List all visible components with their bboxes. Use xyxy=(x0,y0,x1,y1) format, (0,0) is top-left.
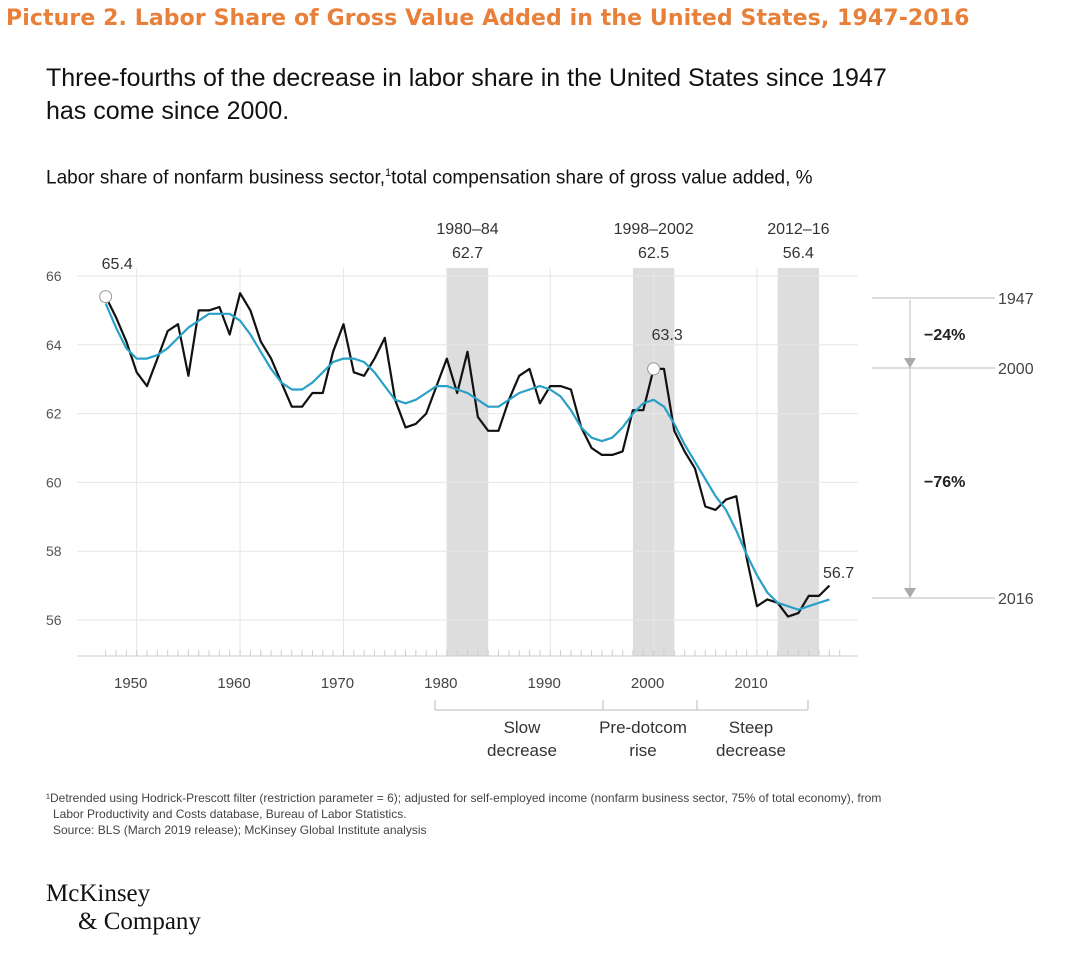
period-label-line-1: Steep xyxy=(729,718,773,737)
arrow-head-icon xyxy=(904,358,916,368)
annotation-label: 63.3 xyxy=(652,327,683,344)
shaded-period-1 xyxy=(446,268,489,656)
headline-line-1: Three-fourths of the decrease in labor s… xyxy=(46,64,887,92)
annotation-marker xyxy=(99,290,113,304)
x-tick-label: 1980 xyxy=(424,675,457,692)
period-range-label: 1998–2002 xyxy=(614,221,694,238)
subtitle-rest: total compensation share of gross value … xyxy=(391,167,813,189)
period-average-label: 62.5 xyxy=(638,245,669,262)
x-tick-label: 1950 xyxy=(114,675,147,692)
period-label-line-2: decrease xyxy=(487,741,557,760)
annotation-label: 65.4 xyxy=(102,256,133,273)
change-label-76: −76% xyxy=(924,474,965,491)
period-range-label: 1980–84 xyxy=(436,221,498,238)
y-tick-label: 60 xyxy=(46,474,62,490)
arrow-head-icon xyxy=(904,588,916,598)
footnote-marker: 1 xyxy=(385,167,392,179)
period-range-label: 2012–16 xyxy=(767,221,829,238)
x-tick-label: 2000 xyxy=(631,675,664,692)
chart-headline: Three-fourths of the decrease in labor s… xyxy=(46,62,1046,128)
reference-year-label: 1947 xyxy=(998,291,1034,308)
period-label-line-2: decrease xyxy=(716,741,786,760)
period-label-line-1: Pre-dotcom xyxy=(599,718,687,737)
y-tick-label: 56 xyxy=(46,612,62,628)
x-tick-label: 1960 xyxy=(217,675,250,692)
period-average-label: 56.4 xyxy=(783,245,814,262)
period-label-line-2: rise xyxy=(629,741,656,760)
logo-line-1: McKinsey xyxy=(46,880,151,907)
y-tick-label: 58 xyxy=(46,543,62,559)
line-chart: 1980–84 62.7 1998–2002 62.5 2012–16 56.4 56 58 6… xyxy=(46,221,1034,760)
x-tick-label: 1970 xyxy=(321,675,354,692)
x-tick-label: 2010 xyxy=(734,675,767,692)
y-tick-label: 64 xyxy=(46,337,62,353)
change-label-24: −24% xyxy=(924,327,965,344)
footnote-line-1: ¹Detrended using Hodrick-Prescott filter… xyxy=(46,791,882,805)
headline-line-2: has come since 2000. xyxy=(46,97,290,125)
shaded-period-3 xyxy=(777,268,820,656)
footnote-line-3: Source: BLS (March 2019 release); McKins… xyxy=(53,823,427,837)
footnote: ¹Detrended using Hodrick-Prescott filter… xyxy=(46,790,881,838)
y-tick-label: 62 xyxy=(46,406,62,422)
actual-series-line xyxy=(104,292,831,618)
period-average-label: 62.7 xyxy=(452,245,483,262)
chart-subtitle: Labor share of nonfarm business sector,1… xyxy=(46,167,813,189)
annotation-label: 56.7 xyxy=(823,565,854,582)
footnote-line-2: Labor Productivity and Costs database, B… xyxy=(53,807,407,821)
period-label-line-1: Slow xyxy=(504,718,542,737)
logo-line-2: & Company xyxy=(78,908,201,935)
subtitle-text: Labor share of nonfarm business sector, xyxy=(46,167,386,189)
figure-caption: Picture 2. Labor Share of Gross Value Ad… xyxy=(6,6,970,31)
reference-year-label: 2000 xyxy=(998,361,1034,378)
y-tick-label: 66 xyxy=(46,268,62,284)
annotation-marker xyxy=(647,362,661,376)
x-tick-label: 1990 xyxy=(528,675,561,692)
trend-series-line xyxy=(104,303,830,611)
mckinsey-logo: McKinsey & Company xyxy=(46,880,201,936)
reference-year-label: 2016 xyxy=(998,591,1034,608)
